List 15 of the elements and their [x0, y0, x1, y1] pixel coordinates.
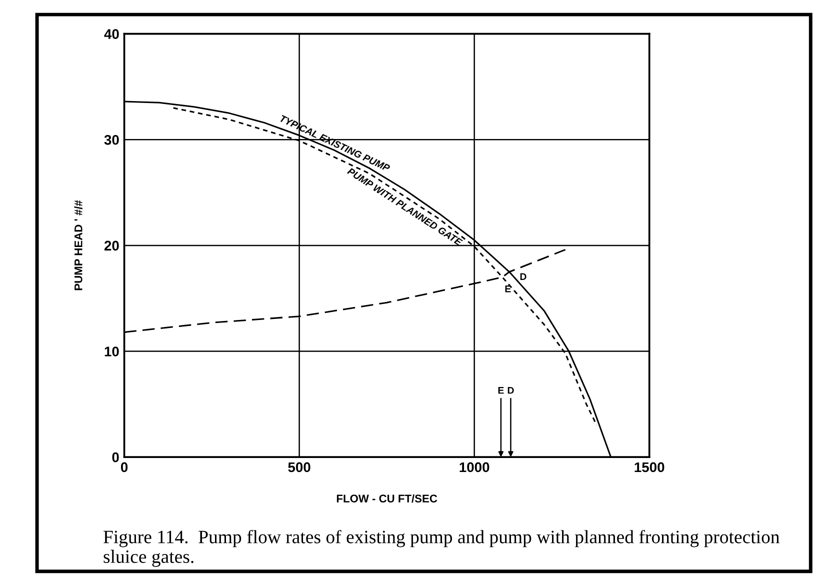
x-tick-label: 1500	[634, 462, 664, 472]
x-tick-label: 500	[288, 462, 310, 472]
y-tick-label: 0	[112, 452, 119, 462]
y-axis-title: PUMP HEAD ' #/#	[74, 200, 82, 290]
annotation: D	[508, 386, 514, 394]
y-tick-label: 30	[104, 134, 119, 145]
x-tick-label: 0	[120, 462, 128, 472]
caption: Figure 114. Pump flow rates of existing pump and pump with planned fronting protection sluice gates.	[104, 530, 780, 567]
y-tick-label: 40	[104, 29, 119, 39]
y-tick-label: 10	[104, 346, 119, 356]
x-axis-title: FLOW - CU FT/SEC	[336, 494, 438, 503]
y-tick-label: 20	[104, 240, 119, 251]
annotation: D	[520, 273, 526, 280]
x-tick-label: 1000	[460, 462, 490, 472]
annotation: E	[498, 386, 504, 394]
